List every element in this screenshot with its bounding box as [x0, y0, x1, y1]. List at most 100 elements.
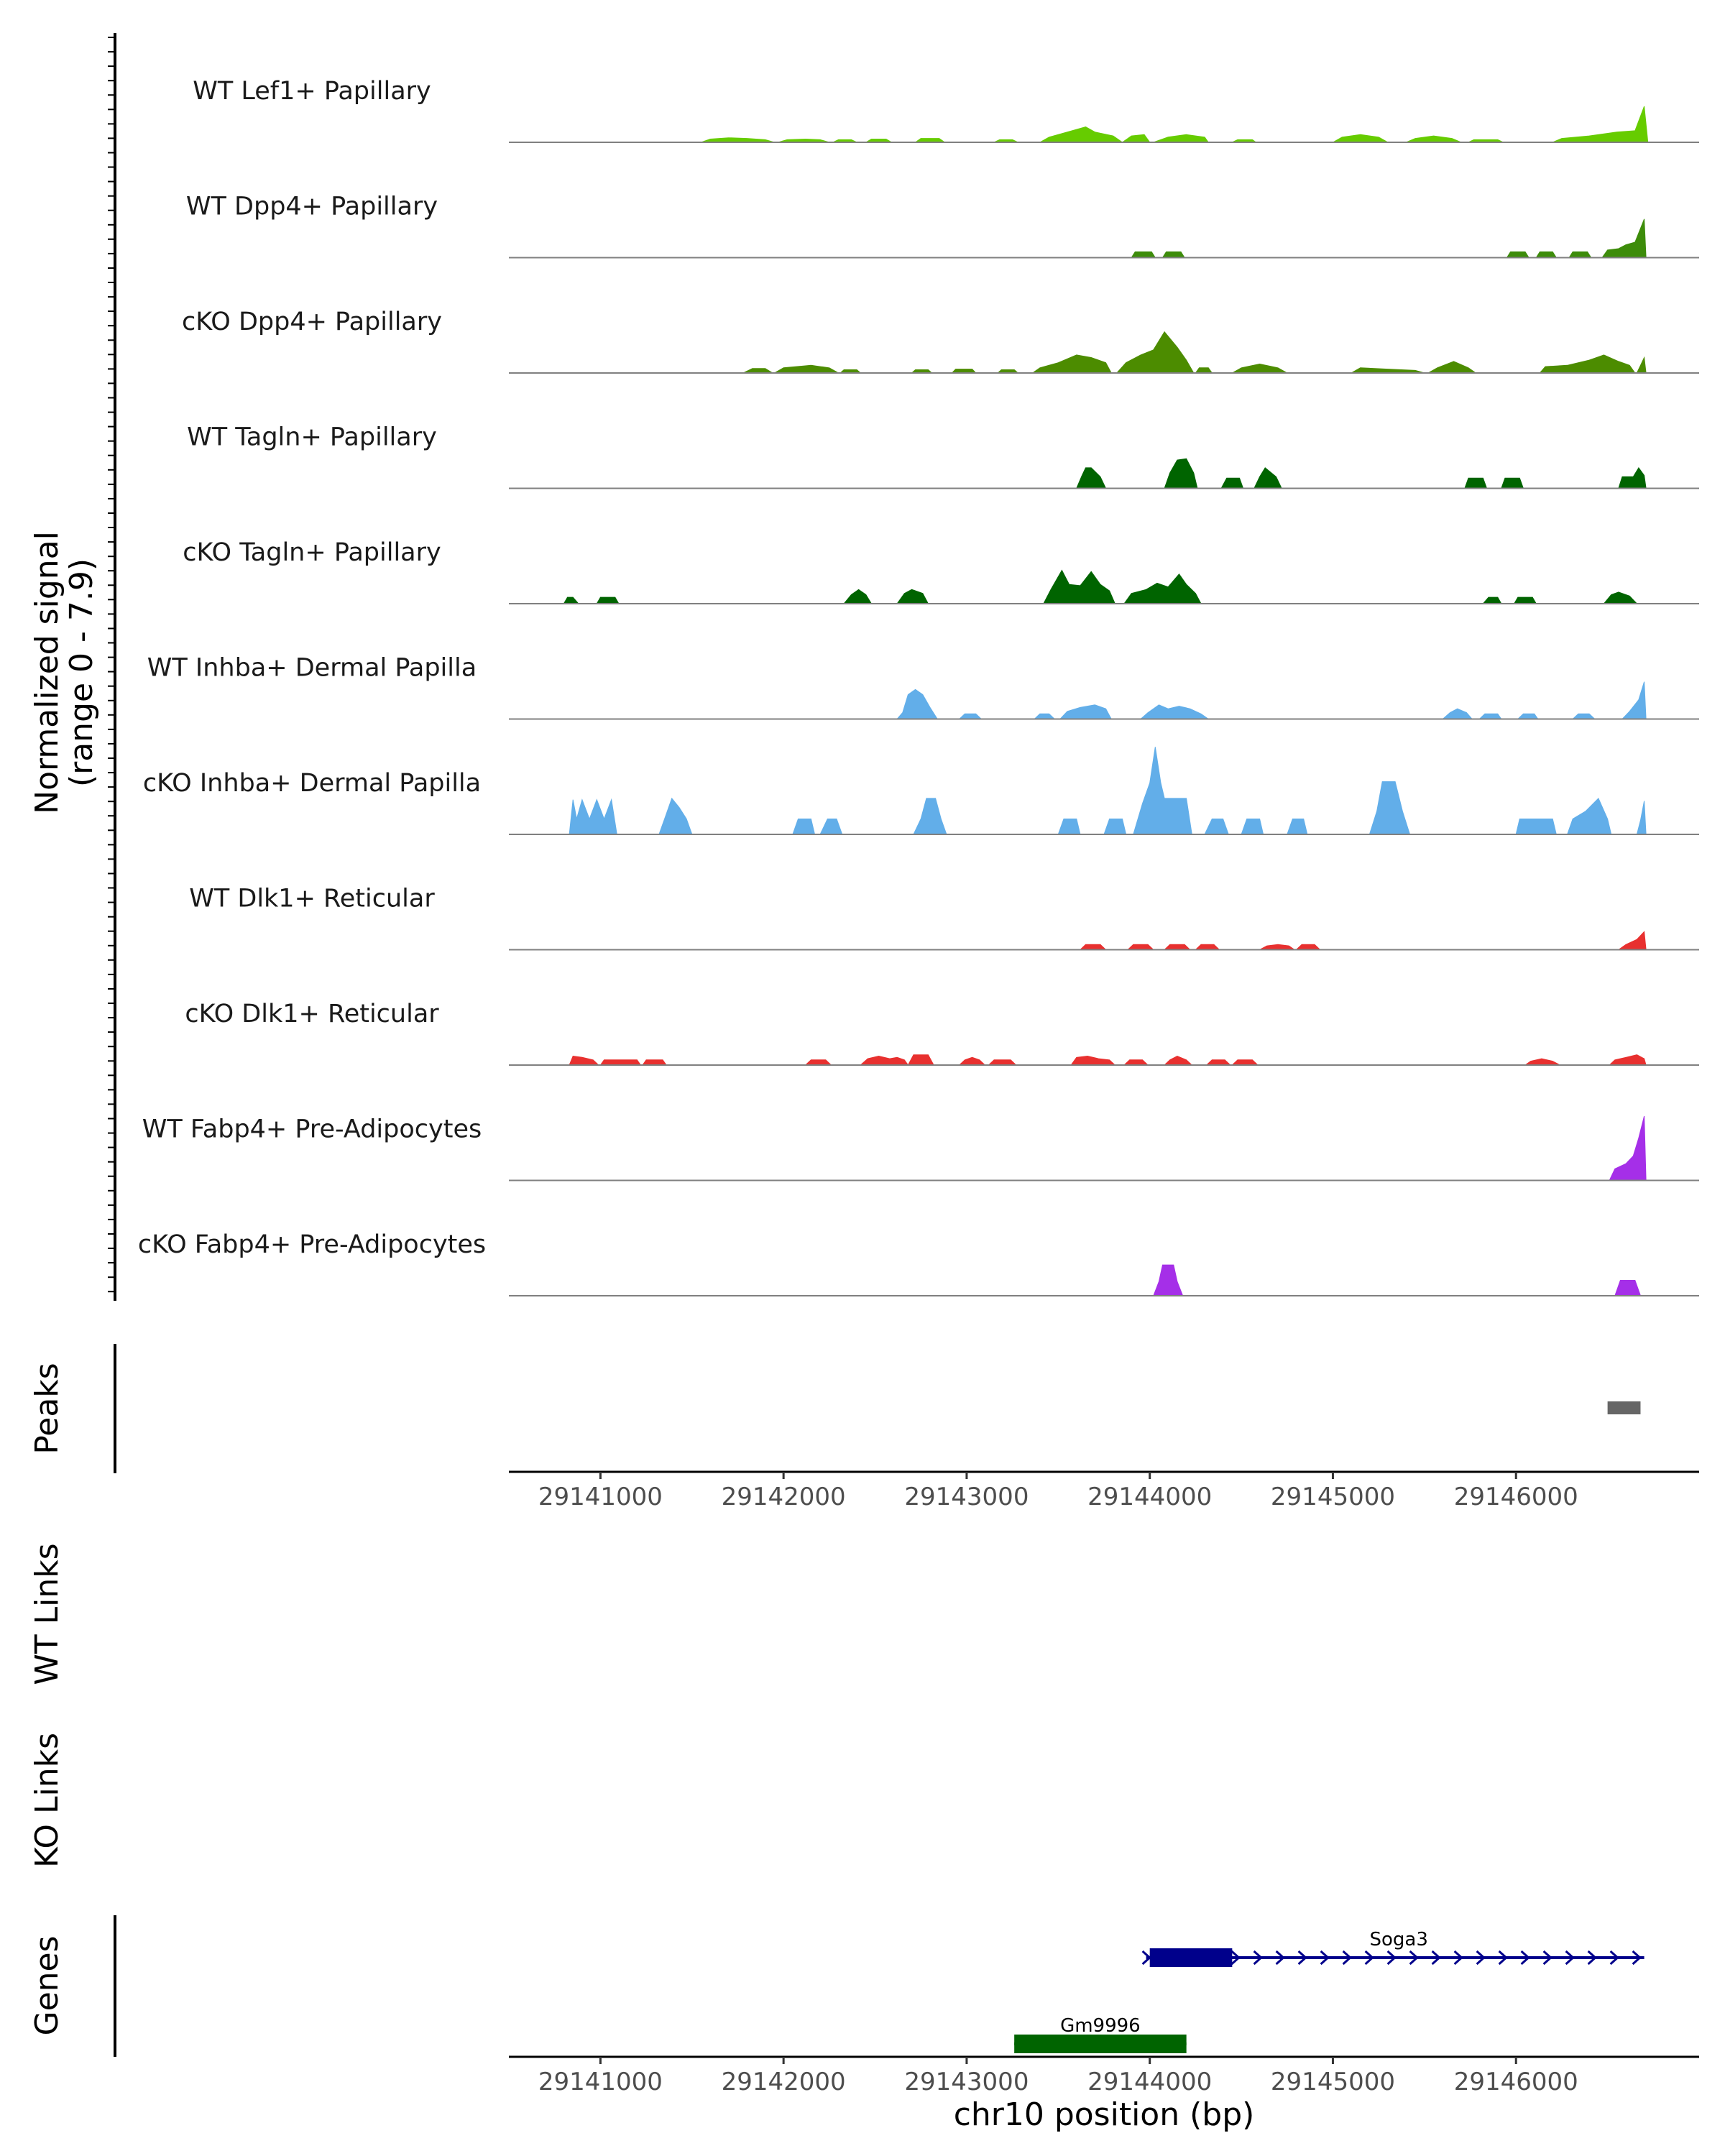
coverage-area — [1038, 126, 1124, 143]
gene-Soga3: Soga3 — [1141, 1929, 1644, 1967]
coverage-area — [859, 1055, 909, 1066]
strand-arrow — [1364, 1950, 1374, 1966]
track-3: WT Tagln+ Papillary — [187, 423, 1699, 489]
x-tick-label: 29143000 — [904, 2068, 1029, 2096]
y-axis-range: (range 0 - 7.9) — [63, 558, 100, 787]
coverage-area — [1123, 573, 1202, 604]
track-5: WT Inhba+ Dermal Papilla — [147, 654, 1699, 720]
track-label: WT Tagln+ Papillary — [187, 423, 437, 452]
strand-arrow — [1498, 1950, 1508, 1966]
coverage-area — [1513, 596, 1537, 604]
strand-arrow — [1230, 1950, 1241, 1966]
coverage-area — [1131, 251, 1156, 258]
coverage-area — [1464, 477, 1488, 489]
track-label: cKO Dlk1+ Reticular — [185, 1000, 439, 1028]
y-axis-title: Normalized signal — [29, 531, 65, 814]
track-label: WT Fabp4+ Pre-Adipocytes — [142, 1115, 482, 1144]
x-tick-label: 29142000 — [722, 1483, 846, 1511]
gene-Gm9996: Gm9996 — [1014, 2015, 1187, 2053]
strand-arrow — [1453, 1950, 1463, 1966]
x-tick-label: 29145000 — [1271, 2068, 1395, 2096]
track-1: WT Dpp4+ Papillary — [186, 193, 1699, 259]
coverage-area — [569, 798, 617, 835]
strand-arrow — [1297, 1950, 1307, 1966]
strand-arrow — [1476, 1950, 1486, 1966]
x-tick-label: 29144000 — [1087, 2068, 1212, 2096]
x-tick-label: 29146000 — [1454, 2068, 1578, 2096]
ko-links-label: KO Links — [29, 1733, 65, 1868]
gene-exon — [1014, 2035, 1187, 2053]
x-tick-label: 29146000 — [1454, 1483, 1578, 1511]
strand-arrow — [1164, 1950, 1174, 1966]
strand-arrow — [1186, 1950, 1196, 1966]
peak-region — [1607, 1401, 1641, 1414]
track-0: WT Lef1+ Papillary — [193, 77, 1699, 143]
strand-arrow — [1386, 1950, 1397, 1966]
strand-arrow — [1342, 1950, 1352, 1966]
x-tick-label: 29144000 — [1087, 1483, 1212, 1511]
x-tick-label: 29141000 — [538, 1483, 663, 1511]
track-2: cKO Dpp4+ Papillary — [182, 308, 1699, 374]
gene-label: Soga3 — [1369, 1929, 1427, 1950]
coverage-area — [1506, 251, 1530, 258]
track-label: WT Inhba+ Dermal Papilla — [147, 654, 477, 683]
coverage-area — [1139, 704, 1210, 719]
strand-arrow — [1520, 1950, 1530, 1966]
x-tick-label: 29141000 — [538, 2068, 663, 2096]
strand-arrow — [1431, 1950, 1441, 1966]
strand-arrow — [1253, 1950, 1263, 1966]
coverage-area — [1043, 569, 1116, 604]
coverage-area — [642, 1059, 668, 1066]
strand-arrow — [1542, 1950, 1552, 1966]
peaks-label: Peaks — [29, 1363, 65, 1454]
strand-arrow — [1632, 1950, 1642, 1966]
x-tick-label: 29143000 — [904, 1483, 1029, 1511]
peaks-x-ticks: 29141000 29142000 29143000 29144000 29145000… — [538, 1472, 1578, 1511]
track-label: cKO Tagln+ Papillary — [183, 538, 441, 567]
coverage-area — [1552, 106, 1649, 143]
coverage-area — [599, 1059, 642, 1066]
track-label: WT Dpp4+ Papillary — [186, 193, 438, 221]
coverage-area — [1601, 218, 1647, 258]
track-6: cKO Inhba+ Dermal Papilla — [143, 747, 1699, 835]
coverage-area — [1501, 477, 1524, 489]
track-4: cKO Tagln+ Papillary — [183, 538, 1699, 604]
coverage-area — [1535, 251, 1558, 258]
coverage-area — [1162, 251, 1186, 258]
peak-regions — [1607, 1401, 1641, 1414]
coverage-area — [1568, 251, 1592, 258]
coverage-area — [896, 688, 939, 719]
strand-arrow — [1565, 1950, 1575, 1966]
coverage-area — [1515, 819, 1557, 835]
x-tick-label: 29145000 — [1271, 1483, 1395, 1511]
coverage-area — [1133, 747, 1192, 835]
coverage-y-ticks — [108, 37, 115, 1293]
track-8: cKO Dlk1+ Reticular — [185, 1000, 1699, 1066]
track-label: WT Dlk1+ Reticular — [189, 885, 435, 913]
strand-arrow — [1141, 1950, 1151, 1966]
wt-links-label: WT Links — [29, 1543, 65, 1685]
strand-arrow — [1609, 1950, 1619, 1966]
gene-exon — [1149, 1948, 1233, 1967]
strand-arrow — [1320, 1950, 1330, 1966]
coverage-tracks: WT Lef1+ Papillary WT Dpp4+ Papillary cKO … — [138, 77, 1699, 1296]
x-axis-title: chr10 position (bp) — [954, 2096, 1255, 2133]
strand-arrow — [1208, 1950, 1218, 1966]
coverage-area — [1539, 354, 1636, 374]
track-label: WT Lef1+ Papillary — [193, 77, 431, 106]
strand-arrow — [1587, 1950, 1597, 1966]
coverage-area — [1031, 354, 1113, 374]
coverage-area — [1116, 331, 1195, 374]
track-9: WT Fabp4+ Pre-Adipocytes — [142, 1115, 1699, 1181]
gene-label: Gm9996 — [1060, 2015, 1141, 2037]
strand-arrow — [1275, 1950, 1285, 1966]
coverage-area — [596, 596, 620, 604]
genes-x-ticks: 29141000 29142000 29143000 29144000 29145000… — [538, 2057, 1578, 2096]
track-7: WT Dlk1+ Reticular — [189, 885, 1699, 951]
track-label: cKO Inhba+ Dermal Papilla — [143, 769, 481, 798]
genes-label: Genes — [29, 1935, 65, 2035]
track-label: cKO Fabp4+ Pre-Adipocytes — [138, 1230, 486, 1259]
track-label: cKO Dpp4+ Papillary — [182, 308, 442, 336]
